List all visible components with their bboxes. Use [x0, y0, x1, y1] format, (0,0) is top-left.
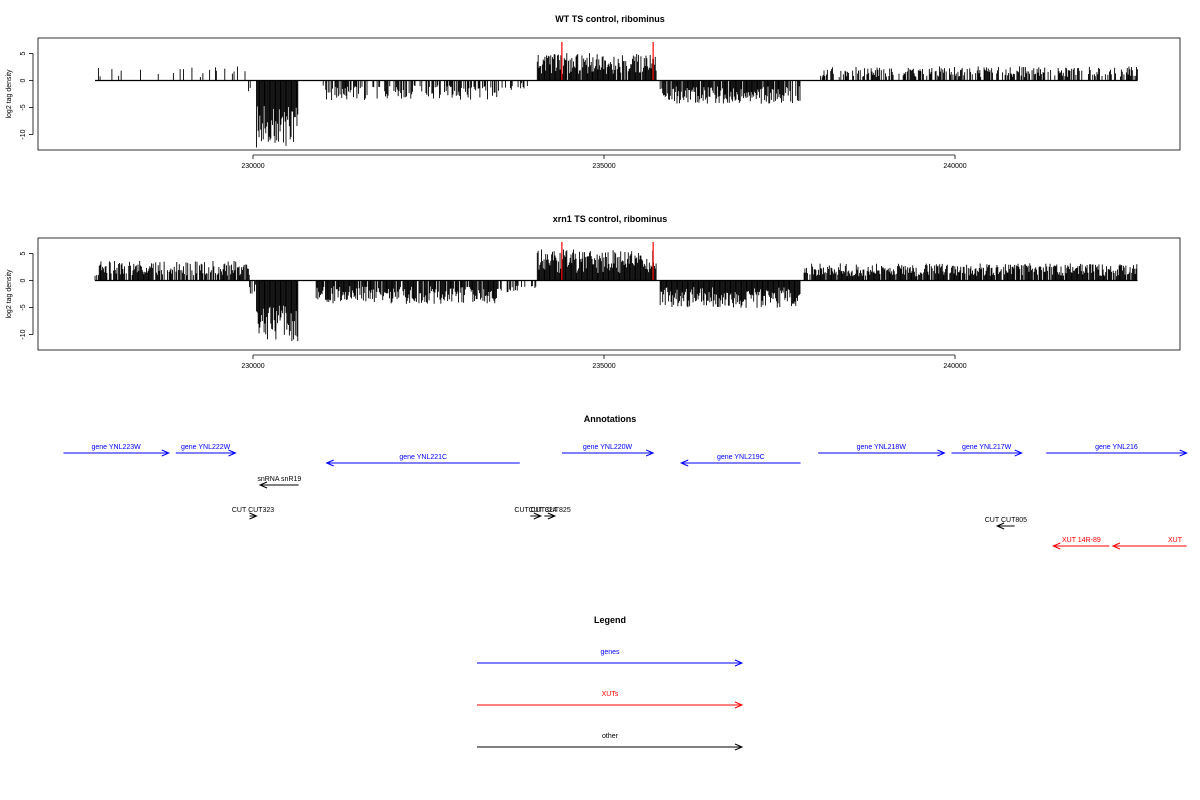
- annotation-feature: gene YNL221C: [325, 454, 520, 467]
- annotation-arrow-arrowhead: [937, 449, 946, 457]
- annotation-label: gene YNL222W: [181, 444, 231, 451]
- xrn1-track-panel: xrn1 TS control, ribominus log2 tag dens…: [6, 214, 1181, 370]
- annotation-feature: gene YNL216: [1046, 444, 1188, 457]
- annotation-label: gene YNL216: [1095, 444, 1138, 451]
- annotation-track: gene YNL223W gene YNL222W gene YNL221C gene…: [63, 444, 1188, 550]
- annotation-feature: gene YNL218W: [818, 444, 946, 457]
- legend-arrow-arrowhead: [734, 743, 744, 751]
- wt-track-title: WT TS control, ribominus: [555, 14, 665, 24]
- legend-arrow-arrowhead: [734, 659, 744, 667]
- annotation-label: CUT CUT825: [528, 507, 570, 514]
- xrn1-markers: [561, 242, 654, 281]
- xrn1-plot-frame: [37, 237, 1181, 351]
- annotation-arrow-arrowhead: [679, 459, 689, 467]
- annotation-arrow-arrowhead: [533, 512, 543, 520]
- wt-bars: [97, 53, 1138, 148]
- annotation-arrow-arrowhead: [249, 512, 258, 520]
- xrn1-x-axis: 230000 235000 240000: [241, 354, 967, 370]
- legend-label: genes: [600, 649, 620, 656]
- xrn1-track-title: xrn1 TS control, ribominus: [553, 214, 668, 224]
- legend-entry: genes: [477, 649, 744, 667]
- xrn1-y-tick-label: 0: [20, 278, 27, 282]
- wt-x-axis: 230000 235000 240000: [241, 154, 967, 170]
- annotation-label: gene YNL217W: [962, 444, 1012, 451]
- annotation-feature: gene YNL220W: [561, 444, 655, 457]
- xrn1-y-axis: -10 -5 0 5: [20, 251, 34, 340]
- xrn1-x-tick-label: 235000: [592, 363, 615, 370]
- legend: genes XUTs other: [477, 649, 744, 751]
- wt-track-panel: WT TS control, ribominus log2 tag densit…: [6, 14, 1181, 170]
- legend-arrow-arrowhead: [734, 701, 744, 709]
- legend-label: other: [602, 733, 619, 740]
- wt-x-tick-label: 230000: [241, 163, 264, 170]
- annotation-arrow-arrowhead: [1179, 449, 1188, 457]
- annotation-arrow-arrowhead: [1111, 542, 1121, 550]
- xrn1-bars: [94, 249, 1138, 342]
- annotation-label: CUT CUT323: [232, 507, 274, 514]
- wt-y-tick-label: 5: [20, 51, 27, 55]
- annotation-feature: XUT 14R-89: [1052, 537, 1110, 550]
- annotation-label: XUT 14R-89: [1062, 537, 1101, 544]
- annotation-feature: XUT: [1111, 537, 1187, 550]
- wt-x-tick-label: 235000: [592, 163, 615, 170]
- legend-entry: XUTs: [477, 691, 744, 709]
- annotation-arrow-arrowhead: [995, 522, 1005, 530]
- wt-y-axis-label: log2 tag density: [6, 69, 13, 119]
- annotation-feature: CUT CUT825: [528, 507, 571, 520]
- annotation-label: XUT: [1168, 537, 1183, 544]
- annotation-arrow-arrowhead: [547, 512, 557, 520]
- xrn1-y-tick-label: -5: [20, 304, 27, 310]
- annotation-arrow-arrowhead: [258, 481, 268, 489]
- legend-entry: other: [477, 733, 744, 751]
- xrn1-y-axis-label: log2 tag density: [6, 269, 13, 319]
- annotation-label: CUT CUT324: [514, 507, 556, 514]
- annotation-feature: CUT CUT805: [985, 517, 1027, 530]
- xrn1-y-tick-label: 5: [20, 251, 27, 255]
- wt-y-axis: -10 -5 0 5: [20, 51, 34, 140]
- legend-title: Legend: [594, 615, 626, 625]
- annotation-feature: CUT CUT323: [232, 507, 274, 520]
- legend-label: XUTs: [602, 691, 619, 698]
- annotation-arrow-arrowhead: [161, 449, 171, 457]
- wt-markers: [561, 42, 654, 81]
- annotation-feature: CUT CUT324: [514, 507, 557, 520]
- wt-y-tick-label: -5: [20, 104, 27, 110]
- wt-y-tick-label: 0: [20, 78, 27, 82]
- annotation-feature: gene YNL222W: [175, 444, 237, 457]
- annotation-arrow-arrowhead: [645, 449, 655, 457]
- annotation-label: gene YNL218W: [857, 444, 907, 451]
- wt-x-tick-label: 240000: [943, 163, 966, 170]
- xrn1-x-tick-label: 230000: [241, 363, 264, 370]
- annotation-label: gene YNL221C: [399, 454, 447, 461]
- annotation-feature: gene YNL219C: [679, 454, 801, 467]
- wt-plot-frame: [37, 37, 1181, 151]
- annotation-arrow-arrowhead: [1052, 542, 1061, 550]
- annotation-label: snRNA snR19: [257, 476, 301, 483]
- annotations-title: Annotations: [584, 414, 637, 424]
- annotation-arrow-arrowhead: [1014, 449, 1023, 457]
- annotation-arrow-arrowhead: [325, 459, 334, 467]
- annotation-arrow-arrowhead: [228, 449, 237, 457]
- wt-y-tick-label: -10: [20, 129, 27, 139]
- xrn1-y-tick-label: -10: [20, 329, 27, 339]
- annotation-feature: snRNA snR19: [257, 476, 301, 489]
- annotation-label: gene YNL219C: [717, 454, 765, 461]
- annotation-feature: gene YNL223W: [63, 444, 171, 457]
- annotation-label: gene YNL223W: [91, 444, 141, 451]
- annotation-feature: gene YNL217W: [951, 444, 1023, 457]
- annotation-label: CUT CUT805: [985, 517, 1027, 524]
- annotation-label: gene YNL220W: [583, 444, 633, 451]
- xrn1-x-tick-label: 240000: [943, 363, 966, 370]
